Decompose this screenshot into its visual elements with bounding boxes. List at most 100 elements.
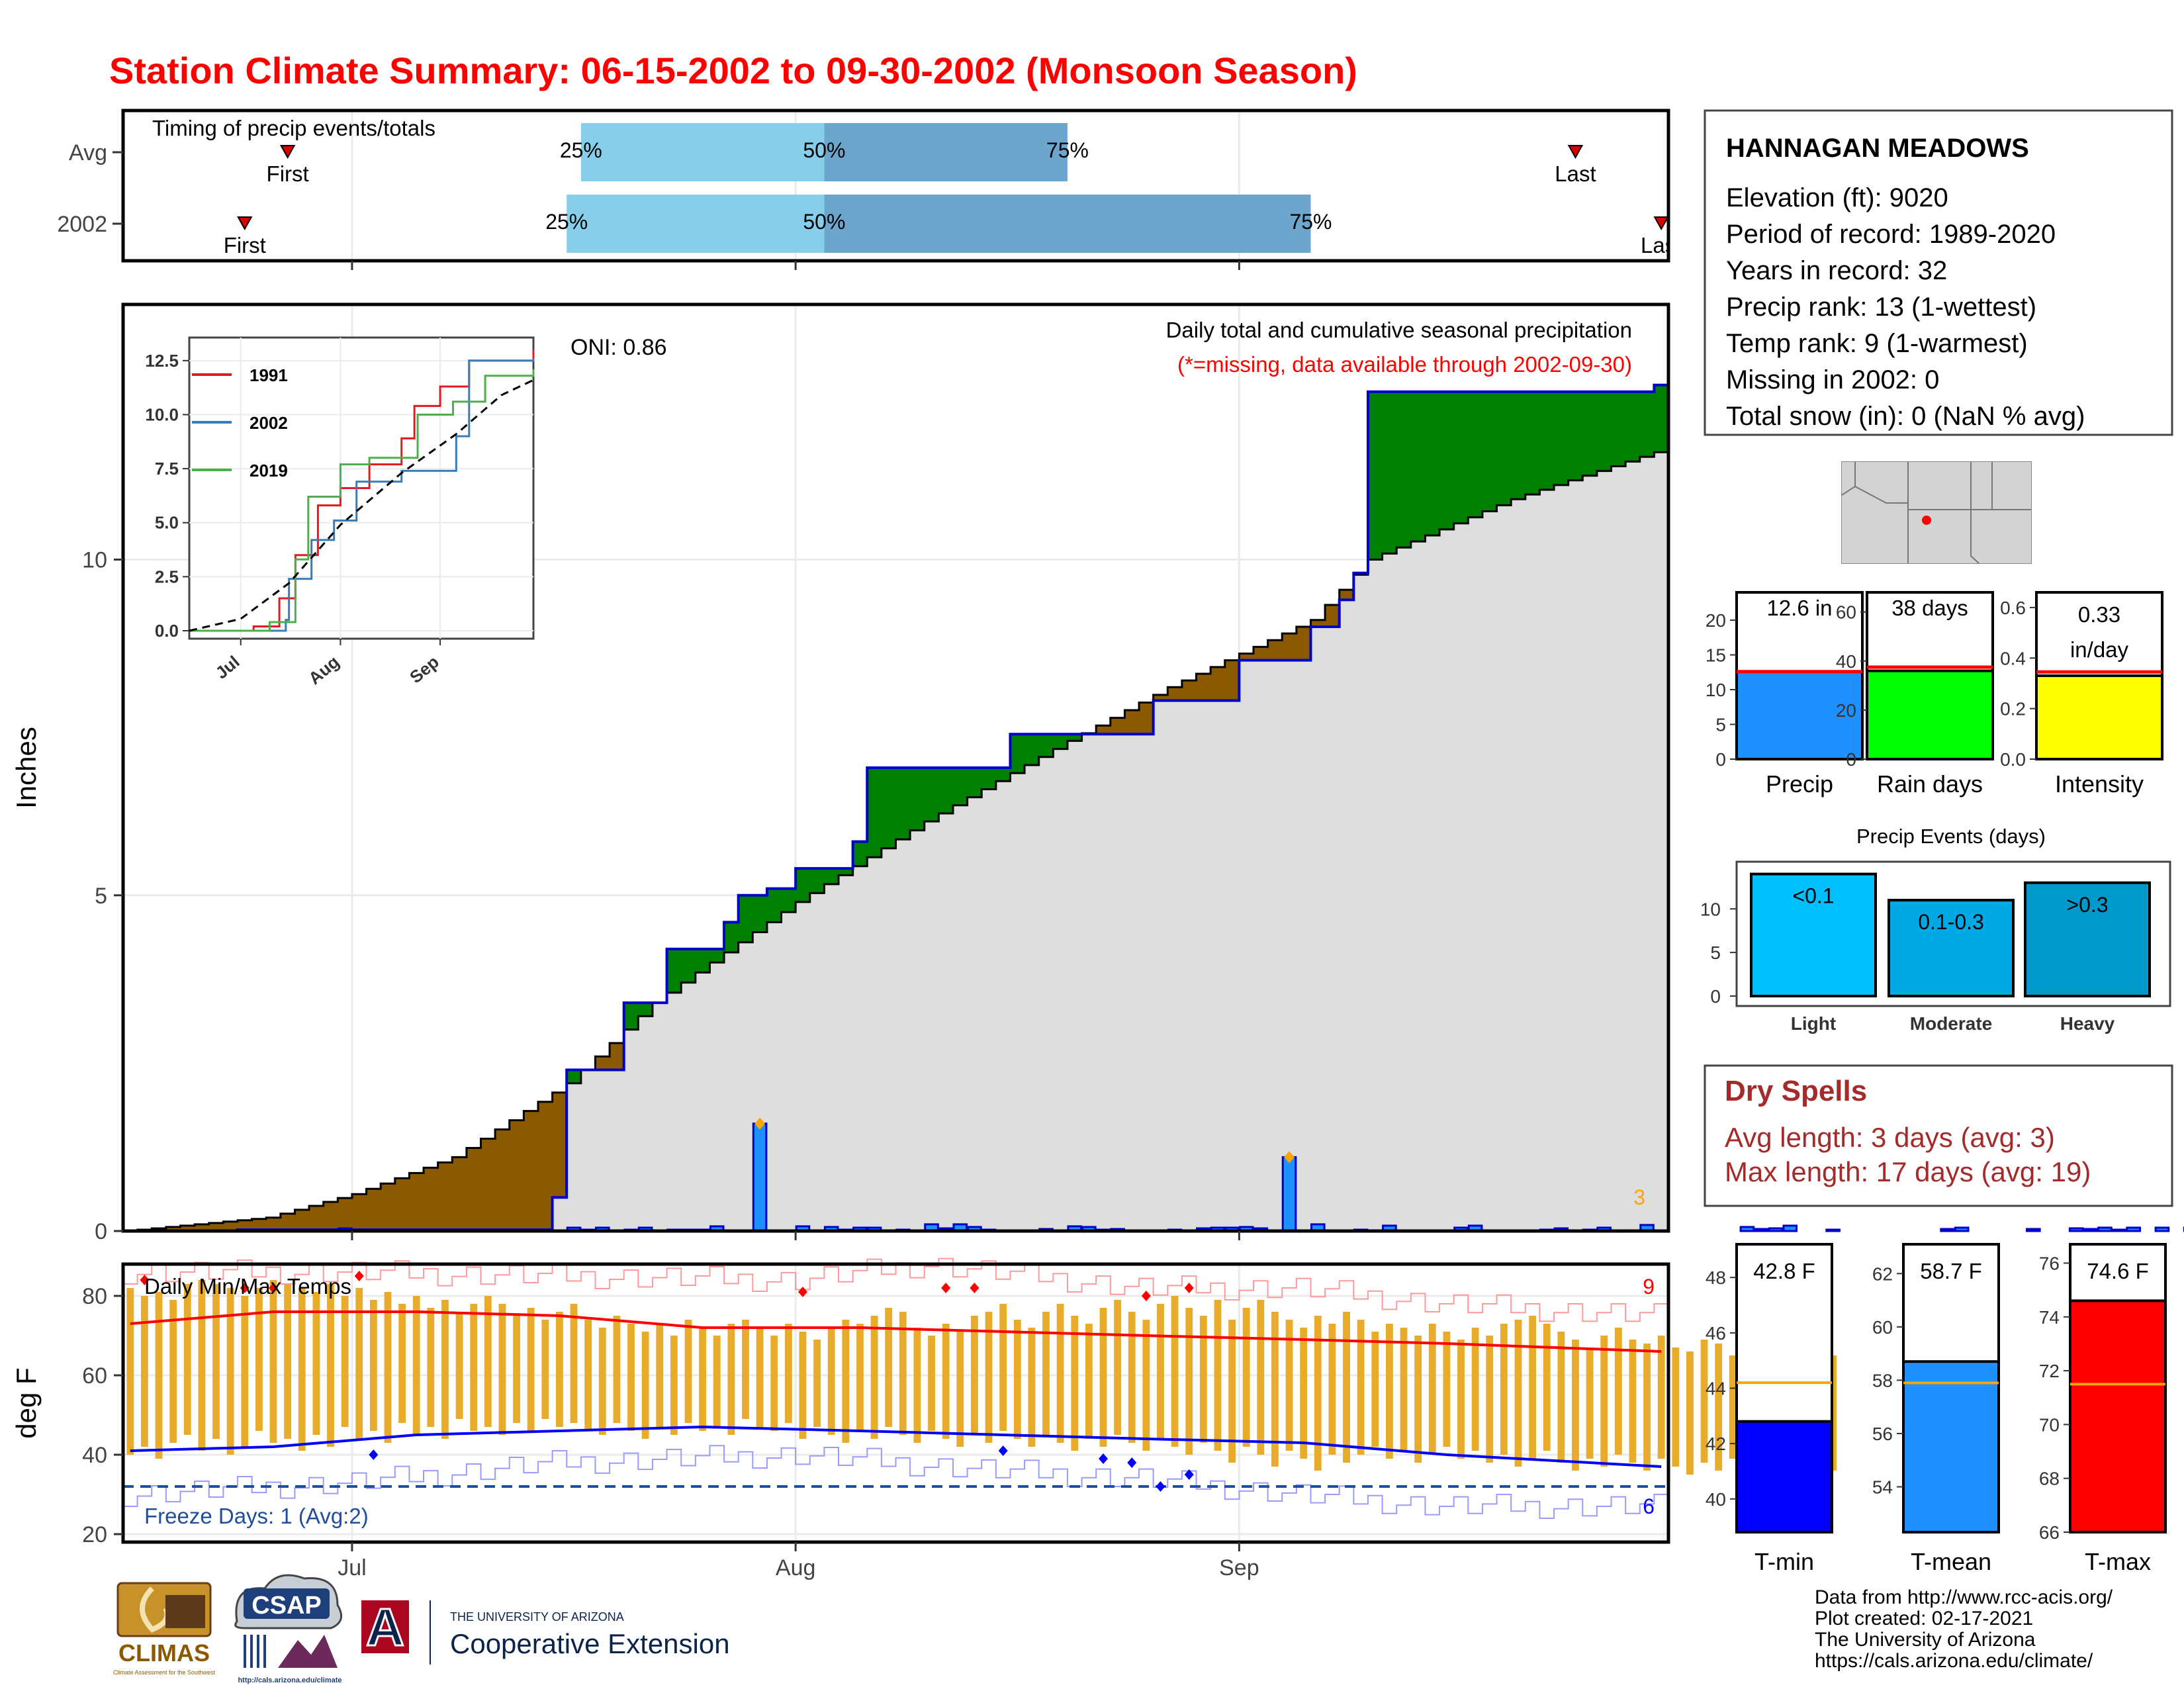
above-average-fill [839,868,854,876]
daily-temp-range-bar [699,1328,707,1431]
xaxis-label-jul: Jul [338,1555,366,1580]
record-max-marker [797,1287,807,1297]
timing-row-label-2002: 2002 [57,212,107,237]
events-bar-heavy: >0.3 Heavy [2024,881,2151,1034]
ua-letter-mark: A [366,1598,404,1657]
daily-precip-bar [1739,1226,1755,1232]
inset-ytick-label-3: 7.5 [155,459,179,479]
events-ytick-label: 5 [1710,942,1721,963]
daily-temp-range-bar [1028,1328,1036,1447]
temp-bar-label: T-max [2085,1548,2151,1575]
inset-ytick-label-1: 2.5 [155,567,179,586]
above-average-fill [1038,734,1054,757]
daily-precip-bar [1281,1156,1297,1232]
events-bar-inner-label: >0.3 [2066,893,2108,917]
mini-bar-charts: 12.6 in 0 5 10 15 20 Precip 38 days 0 20 40 60 Rain … [1706,591,2163,798]
below-average-fill [452,1157,467,1230]
below-average-fill [180,1225,195,1231]
temp-bar-t-max: 74.6 F 66 68 70 72 74 76 T-max [2039,1243,2167,1575]
station-elevation: Elevation (ft): 9020 [1726,183,1948,212]
mini-bar-ytick-label: 10 [1706,680,1726,700]
above-average-fill [1053,734,1068,749]
daily-temp-range-bar [756,1328,764,1427]
below-average-fill [1296,626,1312,661]
events-ytick-label: 10 [1700,899,1721,919]
dry-spells-title: Dry Spells [1725,1075,1867,1107]
below-average-fill [1181,680,1197,701]
daily-temp-range-bar [842,1320,850,1443]
below-average-fill [466,1148,482,1230]
climas-wordmark: CLIMAS [118,1639,210,1667]
daily-temp-range-bar [913,1328,921,1443]
timing-last-label: Last [1555,161,1596,186]
below-average-fill [351,1194,367,1230]
daily-temp-range-bar [1142,1320,1150,1451]
below-average-fill [523,1111,539,1230]
below-average-fill [223,1221,238,1231]
daily-temp-range-bar [1686,1351,1694,1475]
mini-bar-value-label: 12.6 in [1766,596,1832,620]
below-average-fill [366,1189,381,1230]
above-average-fill [995,768,1011,782]
daily-temp-range-bar [1228,1320,1236,1463]
temp-bar-ytick-label: 66 [2039,1522,2060,1543]
daily-temp-range-bar [1543,1324,1551,1451]
below-average-fill [280,1213,296,1230]
events-bar-label: Light [1791,1013,1836,1034]
daily-temp-range-bar [1557,1332,1565,1463]
above-average-fill [1468,391,1483,518]
below-average-fill [1210,666,1226,701]
station-name: HANNAGAN MEADOWS [1726,134,2029,163]
temp-bar-ytick-label: 46 [1706,1323,1726,1344]
locator-map [1841,461,2032,564]
daily-temp-range-bar [956,1332,964,1447]
above-average-fill [1625,391,1641,462]
daily-precip-bar [1754,1228,1769,1232]
mini-bar-ytick-label: 0.0 [2000,749,2026,770]
daily-temp-range-bar [1314,1316,1322,1471]
temp-bar-ytick-label: 44 [1706,1379,1726,1399]
below-average-fill [1239,653,1254,661]
daily-temp-range-bar [799,1332,807,1439]
above-average-fill [1568,391,1583,480]
temp-panel-frame [121,1262,1670,1544]
station-location-marker [1922,516,1931,525]
daily-temp-range-bar [1672,1348,1680,1467]
below-average-fill [1282,633,1297,661]
daily-temp-range-bar [527,1308,535,1431]
mini-bar-rain-days: 38 days 0 20 40 60 Rain days [1836,591,1994,798]
timing-last-marker [1567,145,1584,160]
daily-temp-range-bar [312,1292,320,1435]
daily-precip-bar [2068,1227,2084,1232]
daily-temp-range-bar [355,1288,363,1439]
inset-legend: 1991 2002 2019 [192,365,288,480]
below-average-fill [295,1209,310,1230]
daily-temp-range-bar [670,1336,678,1435]
daily-temp-range-bar [1199,1316,1207,1443]
precip-ytick-label-1: 5 [95,884,107,909]
below-average-fill [437,1162,453,1230]
timing-title: Timing of precip events/totals [152,116,435,140]
daily-temp-range-bar [1242,1308,1250,1447]
temp-bar-t-min: 42.8 F 40 42 44 46 48 T-min [1706,1243,1833,1575]
daily-temp-range-bar [598,1328,606,1435]
daily-temp-range-bar [1371,1332,1379,1447]
daily-temp-range-bar [1013,1320,1021,1439]
below-average-fill [1267,640,1283,661]
above-average-fill [1582,391,1598,476]
above-average-fill [1511,391,1526,500]
temp-bar-ytick-label: 76 [2039,1253,2060,1273]
below-average-fill [394,1178,410,1230]
below-average-fill [208,1222,224,1231]
precip-ytick-label-2: 10 [82,548,107,573]
daily-temp-range-bar [226,1288,234,1455]
daily-temp-range-bar [183,1284,191,1435]
above-average-fill [623,1003,639,1030]
above-average-fill [695,948,711,973]
daily-temp-range-bar [1529,1316,1537,1459]
above-average-fill [796,868,811,902]
station-missing: Missing in 2002: 0 [1726,365,1939,394]
daily-temp-range-bar [198,1280,206,1451]
record-min-marker [1098,1453,1108,1464]
